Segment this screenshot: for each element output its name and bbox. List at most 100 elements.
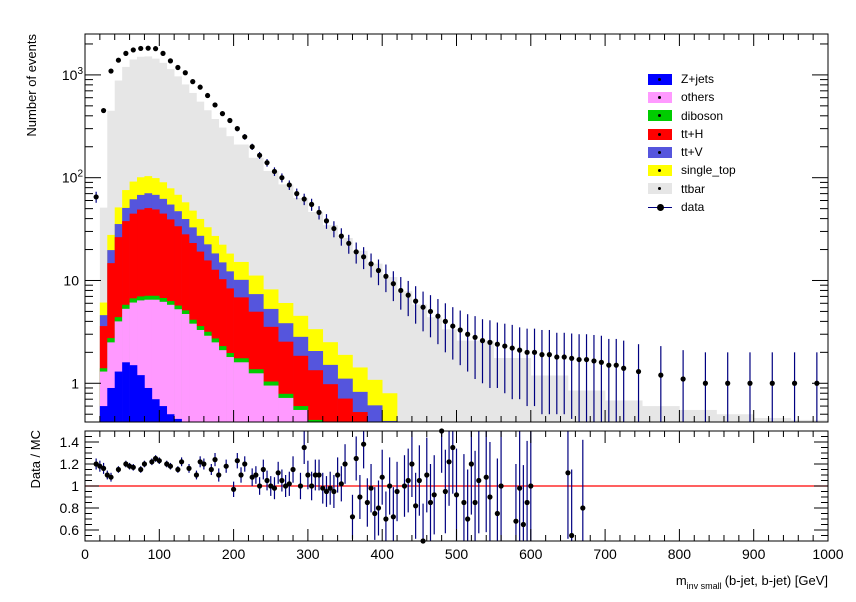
ratio-point — [349, 514, 356, 520]
stack-series-z-jets — [99, 362, 182, 422]
ratio-point — [216, 472, 222, 478]
x-tick-label: 200 — [222, 546, 246, 562]
ratio-point — [100, 465, 107, 471]
ratio-point — [472, 499, 478, 506]
ratio-point — [331, 488, 337, 495]
data-point — [398, 287, 404, 294]
stack-bar — [203, 335, 212, 422]
ratio-point — [353, 455, 359, 462]
data-point — [383, 273, 389, 279]
ratio-y-tick-label: 1 — [71, 478, 79, 494]
x-tick-label: 300 — [296, 546, 320, 562]
ratio-point — [253, 472, 259, 478]
data-point — [309, 201, 315, 207]
stack-bar — [679, 409, 717, 422]
ratio-point — [305, 472, 311, 478]
ratio-point — [361, 441, 367, 447]
ratio-point — [338, 481, 344, 487]
data-point — [747, 380, 753, 386]
legend-item: data — [648, 198, 736, 216]
data-point — [212, 102, 218, 108]
stack-bar — [248, 373, 264, 422]
data-point — [115, 57, 122, 63]
stack-bar — [137, 375, 145, 422]
data-point — [279, 175, 285, 181]
legend-label: tt+H — [681, 126, 704, 141]
legend-swatch — [648, 110, 672, 122]
ratio-point — [364, 499, 370, 506]
legend-swatch — [648, 146, 672, 158]
stack-bar — [99, 406, 108, 422]
x-axis-label: minv small (b-jet, b-jet) [GeV] — [676, 573, 828, 591]
legend-item: tt+H — [648, 125, 736, 143]
stack-bar — [166, 304, 175, 422]
ratio-point — [335, 472, 341, 478]
ratio-point — [569, 532, 575, 539]
ratio-point — [431, 492, 437, 498]
ratio-point — [446, 459, 452, 465]
data-point — [598, 359, 604, 365]
data-point — [160, 50, 166, 56]
ratio-point — [115, 466, 122, 473]
ratio-point — [487, 494, 493, 500]
stack-bar — [129, 365, 138, 422]
data-point — [197, 84, 203, 90]
legend-swatch — [648, 165, 672, 177]
stack-bar — [174, 418, 182, 422]
data-point — [494, 341, 500, 347]
stack-bar — [352, 412, 368, 422]
ratio-point — [368, 485, 374, 491]
data-point — [123, 50, 129, 56]
data-point — [524, 349, 530, 355]
data-point — [457, 327, 463, 333]
y-tick-base: 10 — [62, 170, 78, 186]
data-point — [145, 45, 151, 51]
legend-swatch — [648, 128, 672, 140]
data-point — [635, 368, 642, 375]
ratio-point — [231, 486, 237, 492]
x-tick-label: 500 — [445, 546, 469, 562]
ratio-point — [301, 444, 307, 451]
ratio-point — [234, 458, 240, 464]
data-point — [502, 343, 508, 349]
ratio-y-tick-label: 1.2 — [60, 456, 80, 472]
stack-bar — [181, 314, 190, 422]
data-point — [257, 152, 263, 158]
ratio-point — [405, 477, 411, 484]
legend-label: data — [681, 200, 705, 215]
data-point — [100, 107, 107, 114]
stack-bar — [122, 362, 130, 422]
data-point — [316, 209, 322, 215]
legend-item: ttbar — [648, 180, 736, 198]
ratio-point — [286, 481, 292, 487]
ratio-point — [312, 472, 318, 478]
ratio-point — [372, 510, 378, 517]
ratio-point — [186, 465, 192, 471]
legend-swatch-dot — [658, 187, 661, 191]
stack-bar — [137, 300, 145, 422]
data-point — [338, 233, 344, 239]
stack-bar — [293, 409, 309, 422]
data-point — [561, 354, 567, 360]
ratio-point — [427, 499, 434, 506]
legend-item: others — [648, 88, 736, 106]
y-axis-label-main: Number of events — [24, 34, 39, 137]
ratio-point — [260, 466, 266, 473]
data-point — [353, 249, 359, 255]
main-y-tick-label: 103 — [62, 66, 84, 83]
ratio-point — [468, 461, 474, 467]
data-point — [680, 376, 686, 382]
stack-bar — [411, 304, 428, 422]
stack-bar — [107, 387, 116, 422]
data-point — [346, 240, 352, 246]
ratio-point — [520, 521, 526, 528]
stack-bar — [382, 420, 398, 422]
data-point — [479, 338, 486, 344]
data-point — [621, 365, 627, 371]
data-point — [569, 355, 575, 361]
data-layer — [93, 45, 820, 422]
data-point — [591, 358, 597, 364]
data-point — [390, 281, 396, 287]
stack-bar — [99, 371, 108, 422]
stack-bar — [382, 393, 398, 422]
